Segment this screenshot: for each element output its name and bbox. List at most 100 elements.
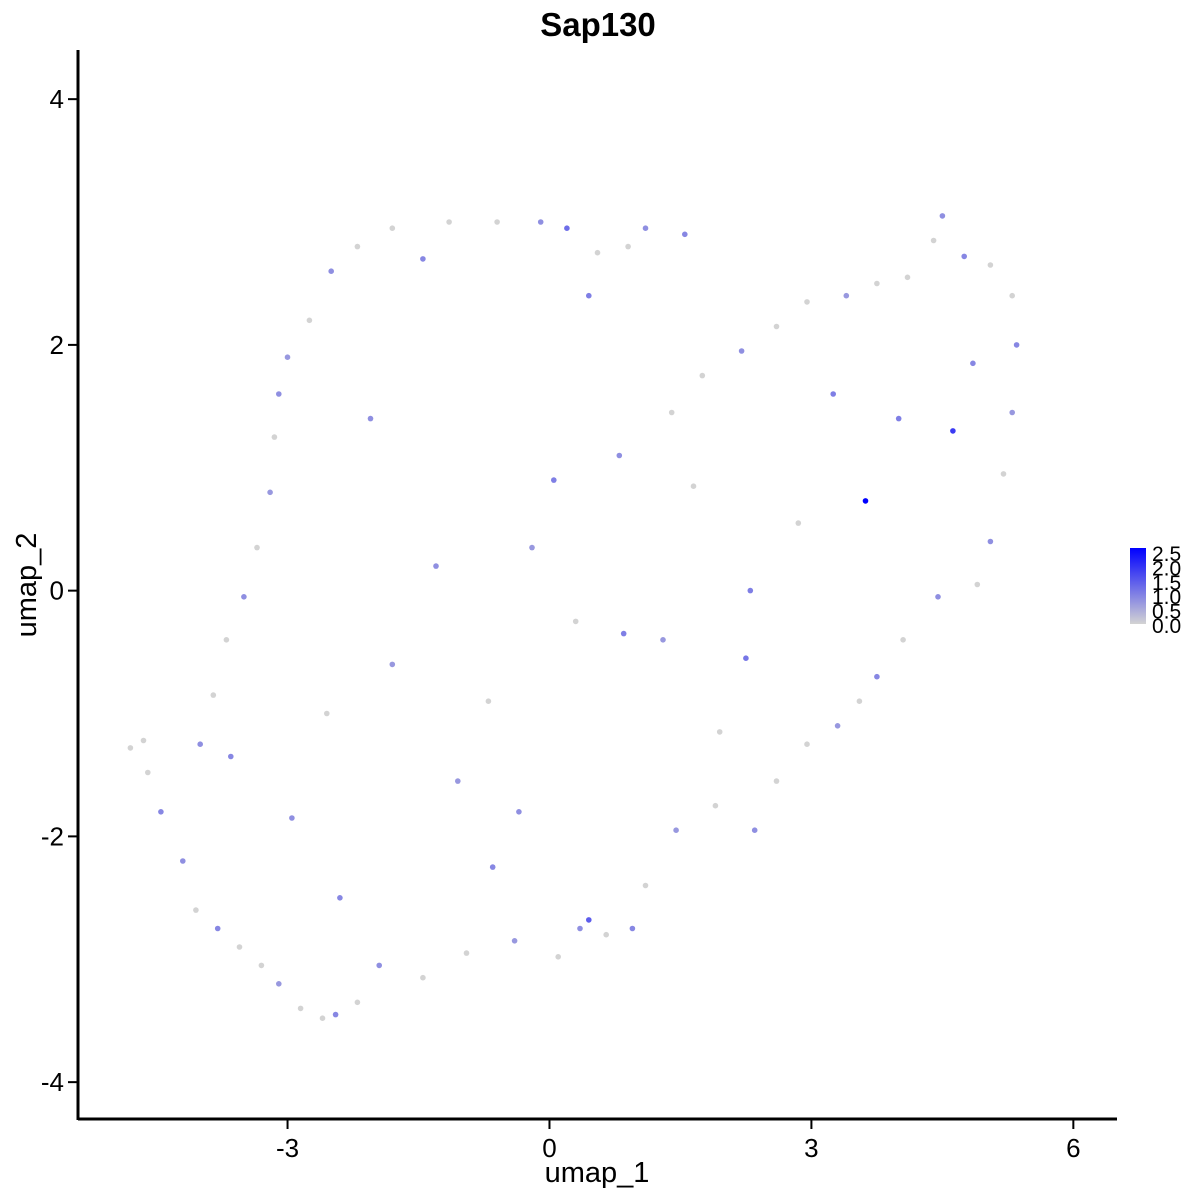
- data-point: [420, 974, 426, 981]
- data-point: [354, 999, 361, 1006]
- data-point: [620, 630, 627, 637]
- scatter-points: [127, 213, 1020, 1021]
- y-tick-label: -4: [41, 1067, 64, 1097]
- data-point: [328, 268, 335, 275]
- data-point: [236, 944, 243, 950]
- data-point: [716, 729, 723, 735]
- x-axis-title: umap_1: [545, 1157, 650, 1189]
- legend-label: 2.5: [1152, 543, 1181, 566]
- data-point: [180, 858, 186, 864]
- data-point: [197, 741, 203, 747]
- data-point: [594, 249, 601, 256]
- chart-title: Sap130: [540, 6, 656, 43]
- data-point: [223, 637, 230, 643]
- data-point: [935, 594, 941, 600]
- data-point: [939, 213, 946, 219]
- data-point: [856, 698, 863, 704]
- data-point: [690, 483, 697, 490]
- data-point: [1013, 342, 1020, 348]
- data-point: [586, 292, 592, 299]
- data-point: [214, 925, 221, 932]
- data-point: [616, 452, 623, 459]
- x-tick-label: 3: [804, 1133, 818, 1163]
- data-point: [586, 917, 592, 923]
- data-point: [987, 538, 994, 545]
- data-point: [1000, 471, 1007, 477]
- x-tick-label: -3: [276, 1133, 299, 1163]
- data-point: [389, 225, 396, 231]
- data-point: [773, 323, 780, 330]
- data-point: [193, 907, 199, 913]
- data-point: [564, 225, 570, 231]
- x-axis-ticks: -3 0 3 6: [276, 1119, 1081, 1163]
- data-point: [537, 219, 544, 225]
- legend-label: 1.0: [1152, 586, 1181, 609]
- data-point: [433, 563, 439, 569]
- data-point: [603, 931, 609, 938]
- colorbar-gradient: [1130, 548, 1146, 624]
- data-point: [699, 372, 706, 379]
- data-point: [158, 809, 164, 815]
- data-point: [271, 434, 278, 440]
- y-tick-label: 2: [50, 330, 64, 360]
- data-point: [1009, 409, 1015, 416]
- data-point: [747, 587, 754, 594]
- data-point: [276, 981, 282, 987]
- y-axis-ticks: -4 -2 0 2 4: [41, 84, 78, 1097]
- data-point: [1009, 292, 1015, 299]
- data-point: [795, 520, 802, 526]
- data-point: [773, 778, 780, 784]
- data-point: [332, 1011, 339, 1018]
- data-point: [420, 256, 426, 262]
- data-point: [904, 274, 911, 281]
- data-point: [276, 391, 282, 397]
- data-point: [306, 317, 313, 324]
- data-point: [970, 360, 976, 367]
- data-point: [337, 895, 343, 901]
- data-point: [804, 299, 810, 305]
- data-point: [446, 219, 452, 225]
- data-point: [577, 925, 583, 932]
- data-point: [319, 1015, 326, 1021]
- y-tick-label: 0: [50, 576, 64, 606]
- data-point: [625, 243, 631, 250]
- data-point: [511, 938, 518, 944]
- data-point: [751, 827, 758, 833]
- data-point: [389, 661, 396, 668]
- x-tick-label: 0: [542, 1133, 556, 1163]
- data-point: [485, 698, 492, 704]
- data-point: [874, 280, 880, 287]
- data-point: [682, 231, 688, 238]
- data-point: [961, 253, 967, 260]
- data-point: [834, 723, 841, 729]
- data-point: [489, 864, 496, 870]
- data-point: [267, 489, 273, 496]
- data-point: [862, 498, 869, 504]
- data-point: [572, 618, 579, 625]
- data-point: [555, 954, 561, 960]
- data-point: [516, 809, 522, 815]
- legend-label: 1.5: [1152, 572, 1181, 595]
- data-point: [289, 815, 295, 821]
- data-point: [551, 477, 557, 483]
- data-point: [974, 581, 981, 588]
- data-point: [297, 1005, 304, 1012]
- data-point: [987, 262, 994, 268]
- data-point: [930, 237, 937, 244]
- data-point: [629, 925, 636, 932]
- data-point: [950, 428, 956, 434]
- data-point: [712, 802, 719, 809]
- data-point: [895, 415, 902, 422]
- data-point: [738, 348, 745, 354]
- data-point: [367, 415, 374, 422]
- data-point: [874, 673, 880, 680]
- data-point: [529, 544, 535, 551]
- data-point: [455, 778, 461, 784]
- colorbar-legend: 2.52.01.51.00.50.0: [1130, 543, 1181, 638]
- data-point: [145, 769, 151, 776]
- data-point: [324, 710, 330, 717]
- data-point: [210, 692, 217, 698]
- x-tick-label: 6: [1066, 1133, 1080, 1163]
- data-point: [140, 737, 147, 744]
